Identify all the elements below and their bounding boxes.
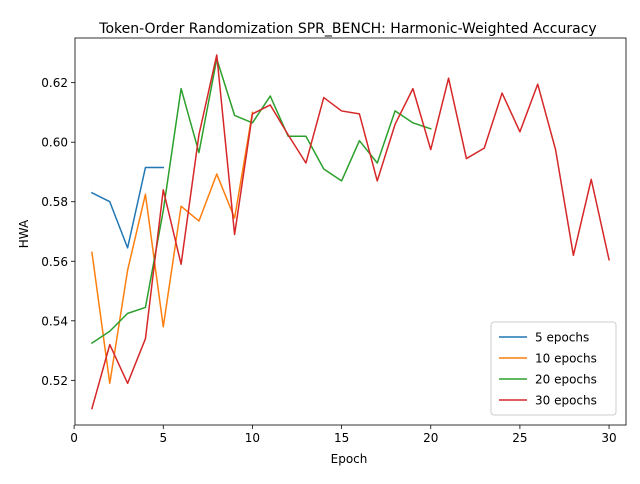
y-tick-label: 0.56 xyxy=(41,255,68,269)
series-line-1 xyxy=(90,166,165,249)
x-axis-ticks: 0 5 10 15 20 25 30 xyxy=(70,425,617,445)
legend-label: 10 epochs xyxy=(535,352,597,366)
legend-label: 30 epochs xyxy=(535,394,597,408)
x-axis-label: Epoch xyxy=(331,452,368,466)
y-axis-ticks: 0.52 0.54 0.56 0.58 0.60 0.62 xyxy=(41,76,75,388)
x-tick-label: 30 xyxy=(601,431,616,445)
y-tick-label: 0.62 xyxy=(41,76,68,90)
x-tick-label: 5 xyxy=(159,431,167,445)
y-tick-label: 0.52 xyxy=(41,374,68,388)
x-tick-label: 15 xyxy=(334,431,349,445)
series-layer xyxy=(90,54,610,410)
legend-frame xyxy=(490,321,617,416)
x-tick-label: 20 xyxy=(423,431,438,445)
x-tick-label: 10 xyxy=(245,431,260,445)
x-tick-label: 0 xyxy=(70,431,78,445)
axes-frame xyxy=(74,37,627,426)
y-tick-label: 0.58 xyxy=(41,195,68,209)
legend-label: 20 epochs xyxy=(535,373,597,387)
legend: 5 epochs 10 epochs 20 epochs 30 epochs xyxy=(490,321,617,416)
x-tick-label: 25 xyxy=(512,431,527,445)
y-axis-label: HWA xyxy=(17,219,31,248)
y-tick-label: 0.60 xyxy=(41,136,68,150)
legend-label: 5 epochs xyxy=(535,331,589,345)
chart-title: Token-Order Randomization SPR_BENCH: Har… xyxy=(98,21,596,37)
series-line-4 xyxy=(91,54,610,410)
series-line-2 xyxy=(91,111,254,385)
y-tick-label: 0.54 xyxy=(41,314,68,328)
